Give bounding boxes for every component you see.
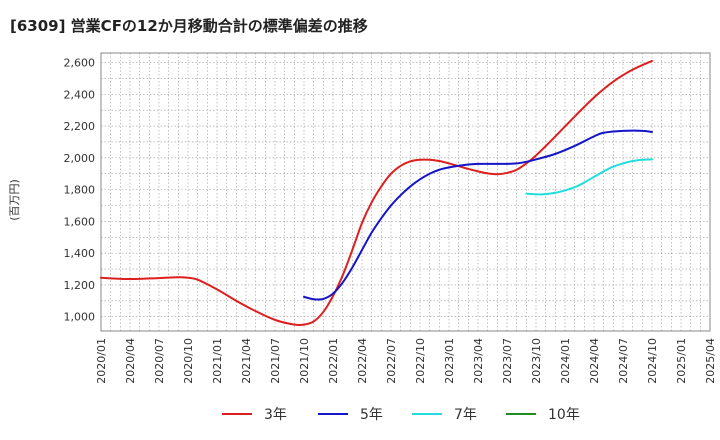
series-line-1 xyxy=(303,129,653,301)
grid-lines xyxy=(101,53,710,331)
x-axis-ticks: 2020/01 2020/04 2020/07 2020/10 2021/01 2021/… xyxy=(95,338,717,384)
x-tick-label: 2024/01 xyxy=(559,338,572,384)
plot-frame xyxy=(100,52,711,332)
x-tick-label: 2025/04 xyxy=(704,338,717,384)
x-tick-label: 2025/01 xyxy=(675,338,688,384)
chart-title: [6309] 営業CFの12か月移動合計の標準偏差の推移 xyxy=(10,17,368,35)
x-tick-label: 2021/07 xyxy=(269,338,282,384)
x-tick-label: 2022/04 xyxy=(356,338,369,384)
x-tick-label: 2020/01 xyxy=(95,338,108,384)
x-tick-label: 2022/07 xyxy=(385,338,398,384)
x-tick-label: 2020/10 xyxy=(182,338,195,384)
x-tick-label: 2020/07 xyxy=(153,338,166,384)
legend-item-1: 5年 xyxy=(318,407,383,423)
legend-label: 7年 xyxy=(454,407,477,423)
series-line-0 xyxy=(100,59,653,327)
y-tick-label: 2,600 xyxy=(64,57,96,70)
y-axis-ticks: 1,000 1,200 1,400 1,600 1,800 2,000 2,200 2,400… xyxy=(64,57,96,324)
legend-item-2: 7年 xyxy=(412,407,477,423)
x-tick-label: 2020/04 xyxy=(124,338,137,384)
legend-label: 10年 xyxy=(548,407,580,423)
y-tick-label: 2,200 xyxy=(64,120,96,133)
x-tick-label: 2024/07 xyxy=(617,338,630,384)
y-tick-label: 1,600 xyxy=(64,215,96,228)
x-tick-label: 2023/04 xyxy=(472,338,485,384)
legend-label: 3年 xyxy=(264,407,287,423)
y-tick-label: 1,800 xyxy=(64,184,96,197)
legend-label: 5年 xyxy=(360,407,383,423)
x-tick-label: 2023/10 xyxy=(530,338,543,384)
y-axis-label: (百万円) xyxy=(8,179,21,221)
x-tick-label: 2021/04 xyxy=(240,338,253,384)
x-tick-label: 2022/10 xyxy=(414,338,427,384)
legend-item-0: 3年 xyxy=(222,407,287,423)
y-tick-label: 2,400 xyxy=(64,88,96,101)
series-lines xyxy=(100,59,653,327)
x-tick-label: 2021/10 xyxy=(298,338,311,384)
x-tick-label: 2023/07 xyxy=(501,338,514,384)
x-tick-label: 2022/01 xyxy=(327,338,340,384)
legend: 3年 5年 7年 10年 xyxy=(222,407,580,423)
x-tick-label: 2023/01 xyxy=(443,338,456,384)
x-tick-label: 2024/04 xyxy=(588,338,601,384)
y-tick-label: 1,200 xyxy=(64,279,96,292)
legend-item-3: 10年 xyxy=(506,407,580,423)
x-tick-label: 2021/01 xyxy=(211,338,224,384)
series-line-2 xyxy=(525,158,653,196)
y-tick-label: 2,000 xyxy=(64,152,96,165)
y-tick-label: 1,000 xyxy=(64,311,96,324)
y-tick-label: 1,400 xyxy=(64,247,96,260)
x-tick-label: 2024/10 xyxy=(646,338,659,384)
